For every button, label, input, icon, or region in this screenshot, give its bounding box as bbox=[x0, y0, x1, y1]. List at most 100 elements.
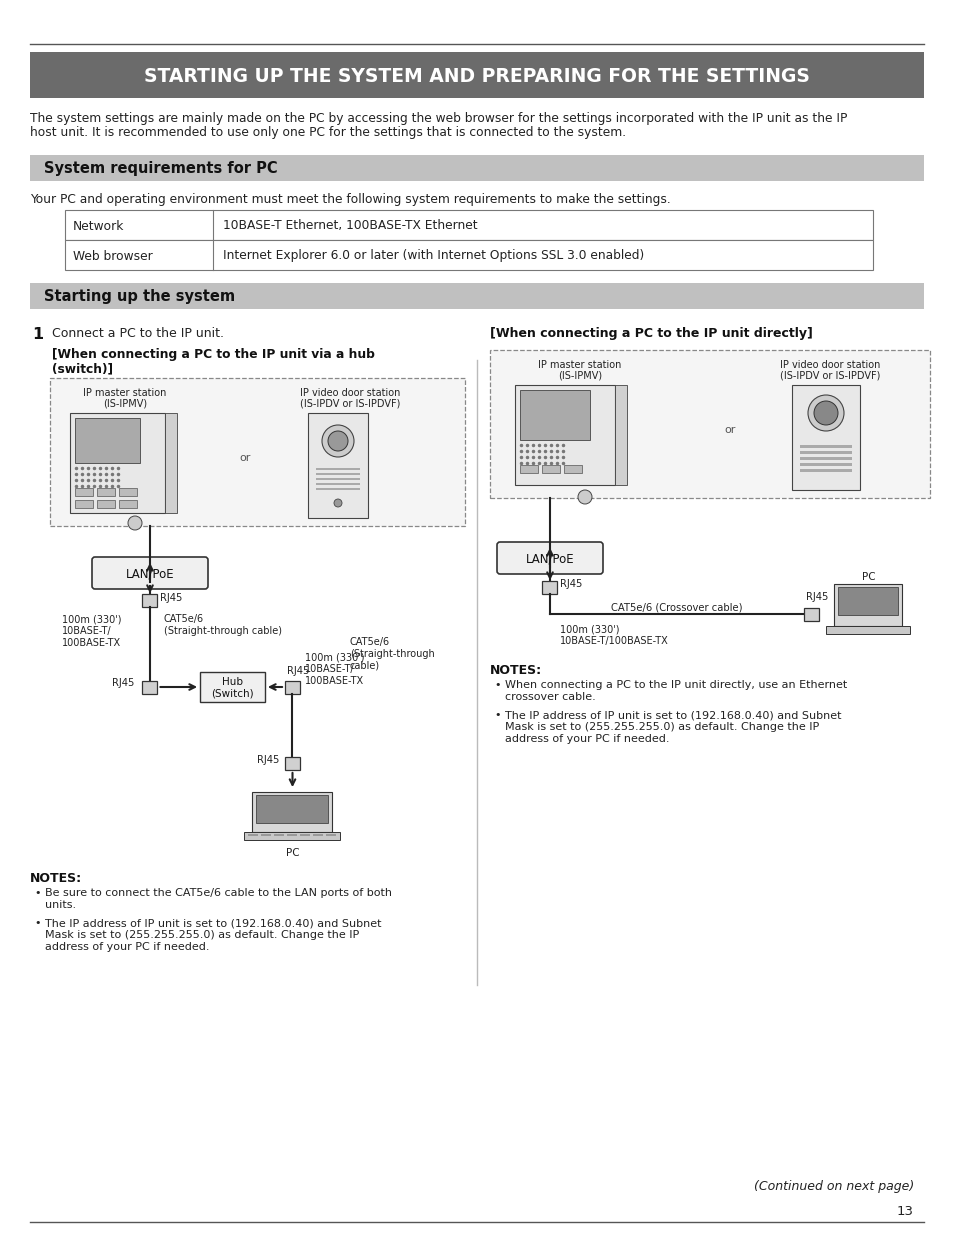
Text: crossover cable.: crossover cable. bbox=[504, 692, 595, 701]
Bar bbox=[315, 478, 359, 480]
Text: IP master station: IP master station bbox=[537, 359, 621, 370]
Bar bbox=[800, 457, 851, 459]
Text: CAT5e/6 (Crossover cable): CAT5e/6 (Crossover cable) bbox=[611, 601, 742, 613]
Bar bbox=[75, 488, 92, 496]
Bar bbox=[800, 469, 851, 472]
Text: Be sure to connect the CAT5e/6 cable to the LAN ports of both: Be sure to connect the CAT5e/6 cable to … bbox=[45, 888, 392, 898]
Text: NOTES:: NOTES: bbox=[30, 872, 82, 885]
Text: IP master station: IP master station bbox=[83, 388, 167, 398]
Bar bbox=[119, 488, 137, 496]
Text: RJ45: RJ45 bbox=[287, 667, 309, 677]
Bar bbox=[256, 795, 328, 823]
Bar bbox=[248, 834, 258, 836]
Text: PC: PC bbox=[285, 848, 299, 858]
Text: (switch)]: (switch)] bbox=[52, 362, 112, 375]
Bar bbox=[541, 466, 559, 473]
Text: LAN/PoE: LAN/PoE bbox=[126, 568, 174, 580]
Bar bbox=[65, 210, 872, 240]
Bar bbox=[261, 834, 272, 836]
Text: CAT5e/6: CAT5e/6 bbox=[164, 614, 204, 624]
Bar bbox=[287, 834, 297, 836]
Bar bbox=[285, 680, 299, 694]
Bar bbox=[274, 834, 284, 836]
Bar bbox=[287, 834, 297, 836]
Text: Internet Explorer 6.0 or later (with Internet Options SSL 3.0 enabled): Internet Explorer 6.0 or later (with Int… bbox=[223, 249, 643, 263]
Text: 10BASE-T/: 10BASE-T/ bbox=[305, 664, 355, 674]
Circle shape bbox=[813, 401, 837, 425]
Bar bbox=[274, 834, 284, 836]
Bar bbox=[791, 385, 859, 490]
Text: The IP address of IP unit is set to (192.168.0.40) and Subnet: The IP address of IP unit is set to (192… bbox=[45, 918, 381, 927]
Text: 1: 1 bbox=[32, 327, 43, 342]
Text: [When connecting a PC to the IP unit directly]: [When connecting a PC to the IP unit dir… bbox=[490, 327, 812, 340]
Text: (Straight-through cable): (Straight-through cable) bbox=[164, 626, 282, 636]
Bar bbox=[30, 52, 923, 98]
Bar bbox=[248, 834, 258, 836]
Bar bbox=[800, 463, 851, 466]
Text: NOTES:: NOTES: bbox=[490, 664, 541, 677]
Bar bbox=[119, 500, 137, 508]
Text: address of your PC if needed.: address of your PC if needed. bbox=[504, 734, 669, 743]
Text: host unit. It is recommended to use only one PC for the settings that is connect: host unit. It is recommended to use only… bbox=[30, 126, 625, 140]
Bar bbox=[825, 626, 909, 634]
Bar bbox=[315, 473, 359, 475]
Bar bbox=[165, 412, 177, 513]
Bar bbox=[315, 483, 359, 485]
Bar bbox=[200, 672, 265, 701]
Bar bbox=[563, 466, 581, 473]
Text: 100BASE-TX: 100BASE-TX bbox=[305, 676, 364, 685]
Text: 10BASE-T Ethernet, 100BASE-TX Ethernet: 10BASE-T Ethernet, 100BASE-TX Ethernet bbox=[223, 220, 477, 232]
Text: RJ45: RJ45 bbox=[160, 593, 182, 603]
Text: When connecting a PC to the IP unit directly, use an Ethernet: When connecting a PC to the IP unit dire… bbox=[504, 680, 846, 690]
Bar bbox=[70, 412, 165, 513]
Bar bbox=[142, 680, 157, 694]
Bar bbox=[287, 834, 297, 836]
Text: 10BASE-T/100BASE-TX: 10BASE-T/100BASE-TX bbox=[559, 636, 668, 646]
Text: •: • bbox=[34, 918, 40, 927]
Bar bbox=[519, 466, 537, 473]
Text: PC: PC bbox=[862, 572, 875, 582]
Bar bbox=[300, 834, 310, 836]
Bar bbox=[253, 792, 333, 832]
Bar bbox=[314, 834, 323, 836]
Text: cable): cable) bbox=[350, 661, 379, 671]
Text: RJ45: RJ45 bbox=[805, 592, 827, 601]
Bar bbox=[97, 488, 115, 496]
Bar bbox=[97, 500, 115, 508]
Text: (Straight-through: (Straight-through bbox=[350, 650, 435, 659]
Text: Mask is set to (255.255.255.0) as default. Change the IP: Mask is set to (255.255.255.0) as defaul… bbox=[504, 722, 819, 732]
Text: (IS-IPDV or IS-IPDVF): (IS-IPDV or IS-IPDVF) bbox=[779, 370, 880, 380]
Bar bbox=[315, 468, 359, 471]
Text: (IS-IPDV or IS-IPDVF): (IS-IPDV or IS-IPDVF) bbox=[299, 398, 399, 408]
Text: Web browser: Web browser bbox=[73, 249, 152, 263]
Text: Mask is set to (255.255.255.0) as default. Change the IP: Mask is set to (255.255.255.0) as defaul… bbox=[45, 930, 359, 940]
Bar bbox=[314, 834, 323, 836]
Text: Hub
(Switch): Hub (Switch) bbox=[211, 677, 253, 699]
Text: LAN/PoE: LAN/PoE bbox=[525, 552, 574, 566]
Text: (Continued on next page): (Continued on next page) bbox=[753, 1179, 913, 1193]
Bar bbox=[261, 834, 272, 836]
Text: address of your PC if needed.: address of your PC if needed. bbox=[45, 942, 210, 952]
Text: units.: units. bbox=[45, 900, 76, 910]
Bar bbox=[30, 283, 923, 309]
Bar bbox=[142, 594, 157, 606]
Text: 100m (330'): 100m (330') bbox=[62, 614, 121, 624]
Bar bbox=[65, 240, 872, 270]
Text: STARTING UP THE SYSTEM AND PREPARING FOR THE SETTINGS: STARTING UP THE SYSTEM AND PREPARING FOR… bbox=[144, 67, 809, 85]
Text: The IP address of IP unit is set to (192.168.0.40) and Subnet: The IP address of IP unit is set to (192… bbox=[504, 710, 841, 720]
Text: RJ45: RJ45 bbox=[256, 755, 279, 764]
Bar bbox=[800, 451, 851, 454]
Circle shape bbox=[578, 490, 592, 504]
Circle shape bbox=[807, 395, 843, 431]
Text: 100BASE-TX: 100BASE-TX bbox=[62, 638, 121, 648]
Bar bbox=[314, 834, 323, 836]
Bar bbox=[75, 417, 140, 463]
Text: IP video door station: IP video door station bbox=[299, 388, 399, 398]
Bar bbox=[248, 834, 258, 836]
Text: 13: 13 bbox=[896, 1205, 913, 1218]
Bar bbox=[261, 834, 272, 836]
Bar bbox=[261, 834, 272, 836]
Bar bbox=[519, 390, 589, 440]
Bar bbox=[837, 587, 897, 615]
Bar bbox=[248, 834, 258, 836]
